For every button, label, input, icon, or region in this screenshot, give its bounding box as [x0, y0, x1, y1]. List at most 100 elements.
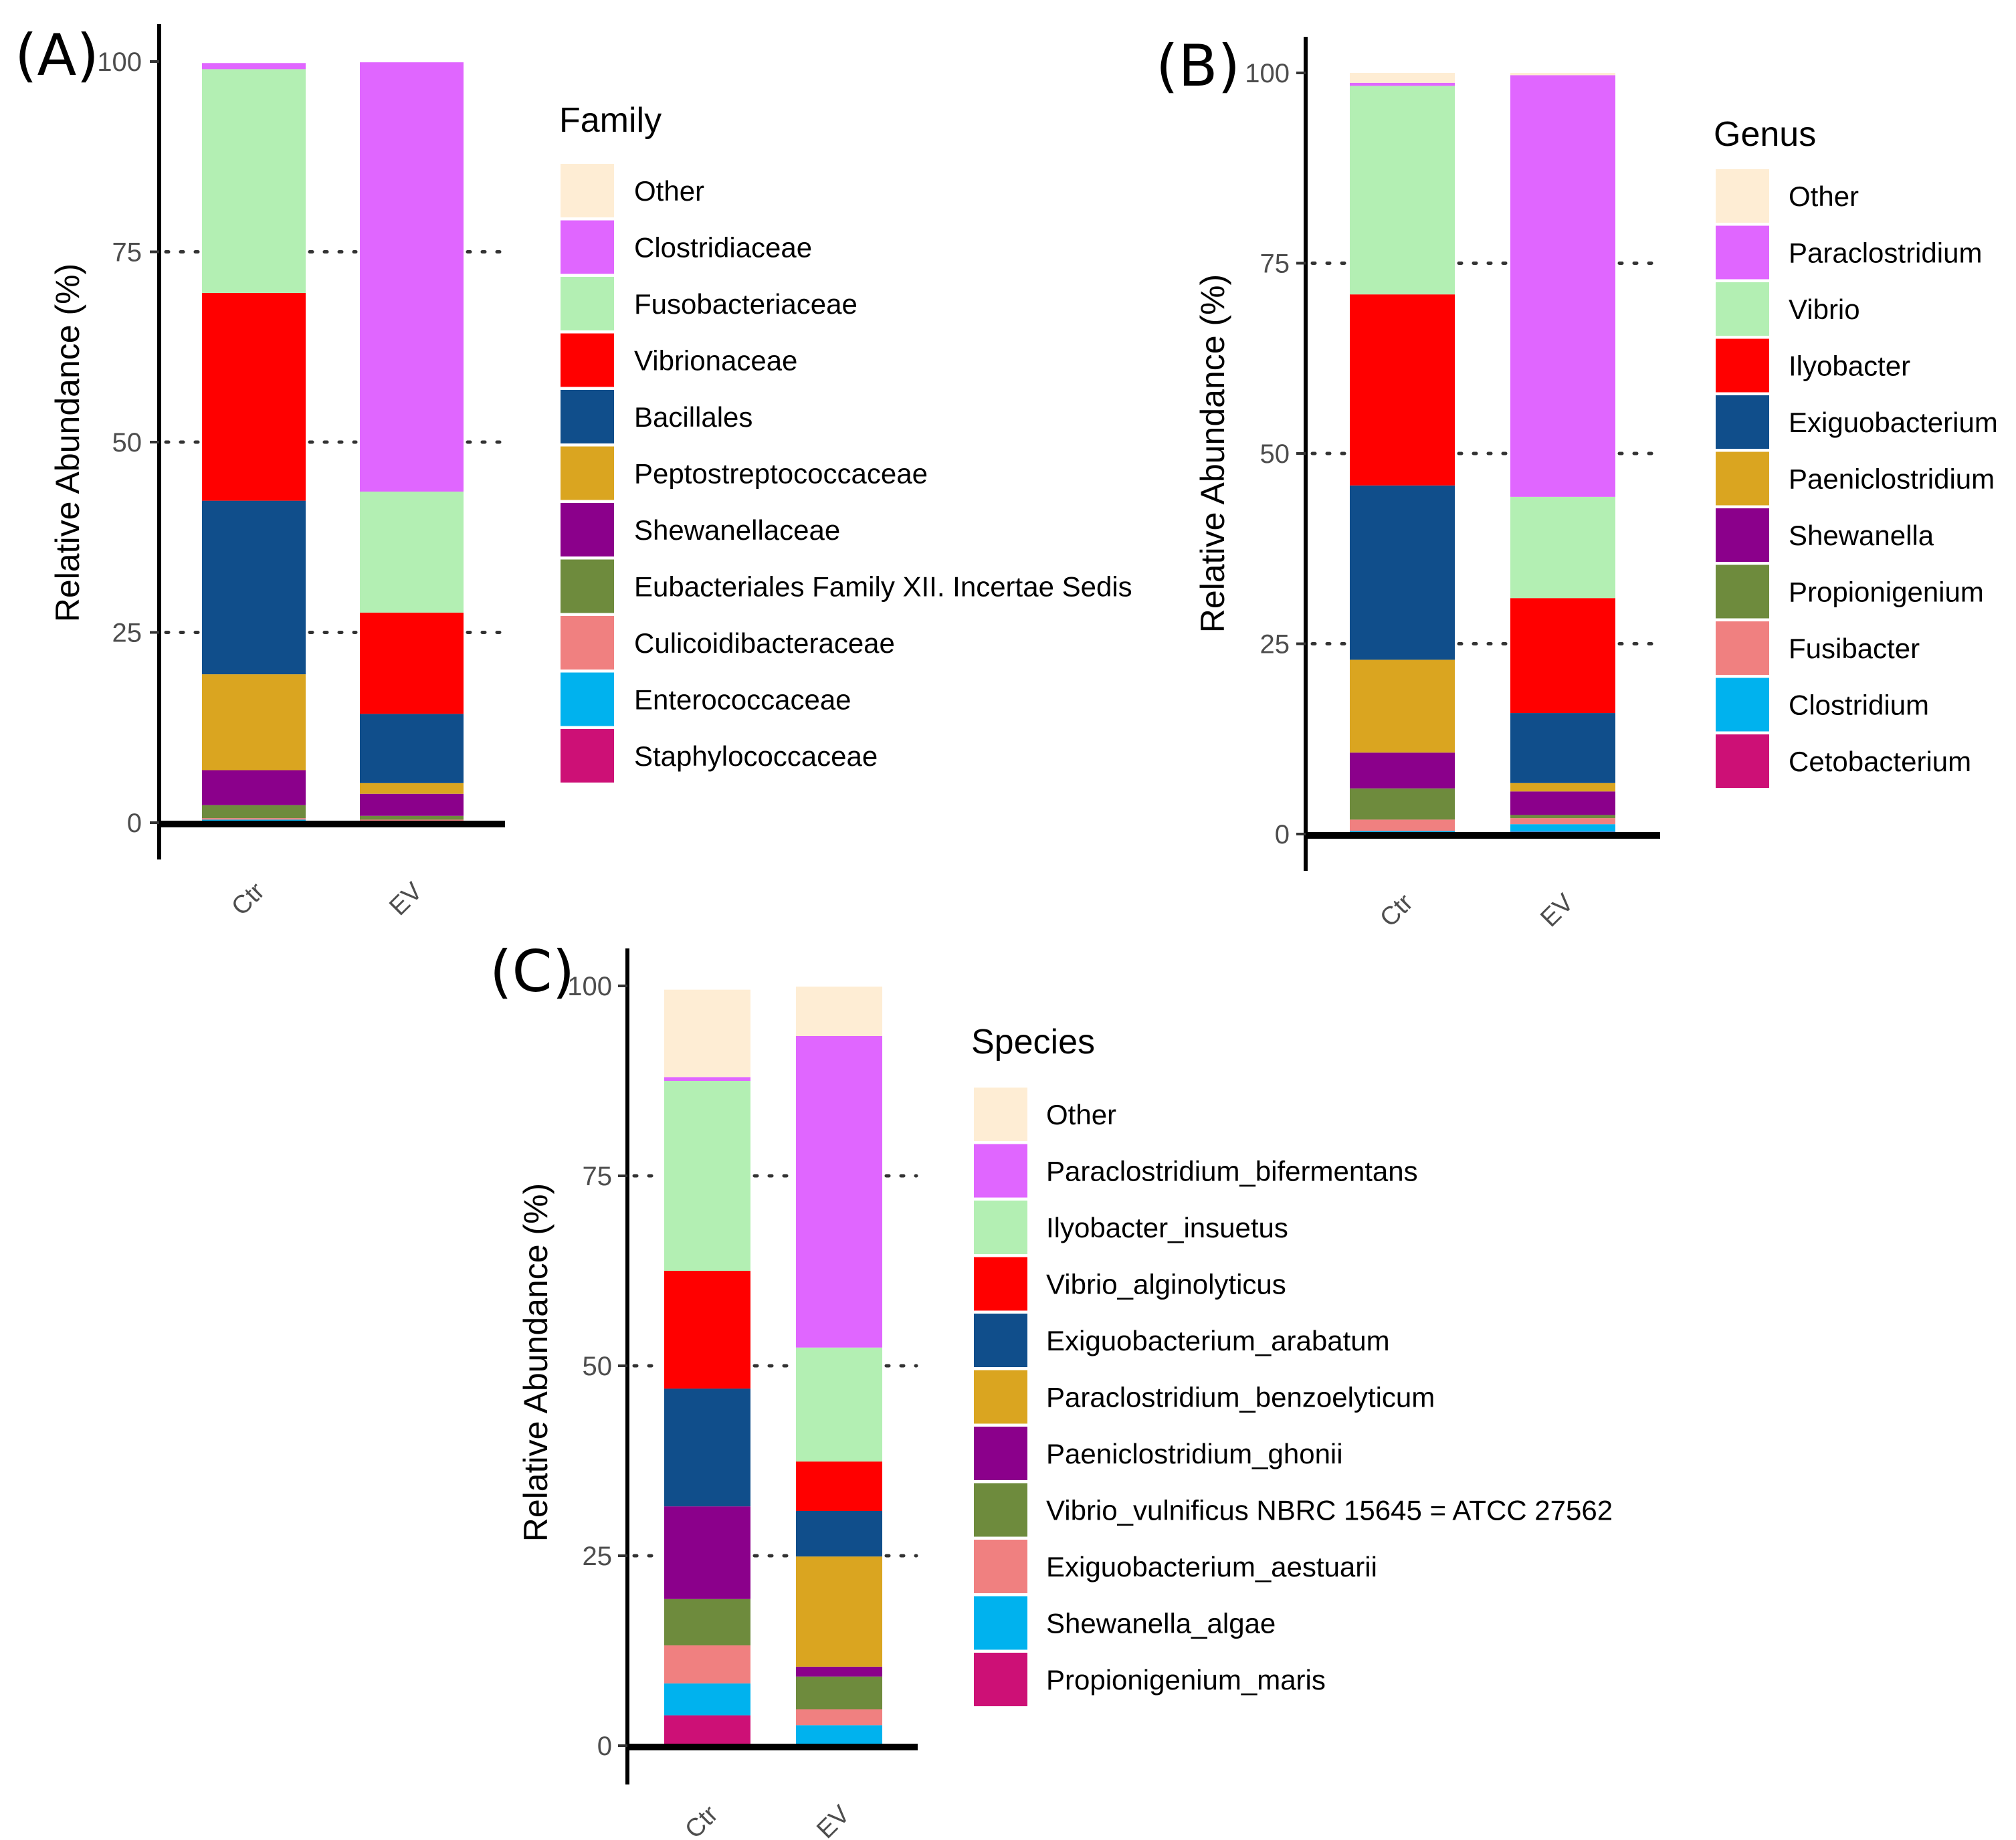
- bar-segment: [796, 1347, 882, 1462]
- legend-entry: Fusobacteriaceae: [634, 288, 858, 320]
- panel-label: (A): [15, 22, 99, 89]
- y-tick-label: 75: [1260, 249, 1290, 279]
- bar-segment: [664, 1645, 750, 1683]
- legend-swatch: [974, 1201, 1027, 1254]
- bar-segment: [202, 63, 306, 70]
- legend-swatch: [1716, 225, 1769, 280]
- legend-swatch: [1716, 451, 1769, 506]
- bar-segment: [360, 793, 464, 816]
- y-tick-label: 0: [597, 1732, 612, 1761]
- bar-segment: [664, 1599, 750, 1646]
- legend-swatch: [974, 1257, 1027, 1311]
- bar-segment: [1350, 819, 1455, 831]
- legend-entry: Enterococcaceae: [634, 684, 851, 716]
- legend-entry: Shewanellaceae: [634, 514, 840, 546]
- x-tick-label: EV: [811, 1800, 855, 1840]
- x-tick-labels: Ctr EV: [226, 877, 428, 921]
- legend-entry: Vibrio_alginolyticus: [1046, 1269, 1286, 1300]
- legend: Other Paraclostridium_bifermentans Ilyobac…: [974, 1088, 1613, 1706]
- y-tick-label: 0: [127, 809, 142, 838]
- legend-entry: Shewanella: [1789, 520, 1934, 551]
- bar-segment: [664, 1506, 750, 1599]
- gridlines: [164, 250, 506, 634]
- bar-stack-group: [1350, 73, 1615, 834]
- y-tick-labels: 0 25 50 75 100: [567, 972, 612, 1761]
- bar-segment: [202, 292, 306, 501]
- bar-segment: [360, 62, 464, 492]
- panel-c: (C) 0 25 50 75 100 Ctr EV Relative Abundance …: [490, 938, 1613, 1840]
- bar-segment: [202, 818, 306, 820]
- y-tick-label: 25: [112, 619, 142, 648]
- y-tick-label: 50: [583, 1352, 613, 1381]
- bar-segment: [1350, 86, 1455, 295]
- legend-swatch: [974, 1088, 1027, 1141]
- bar-segment: [1510, 791, 1615, 815]
- bar-segment: [1510, 818, 1615, 825]
- legend-entry: Vibrio_vulnificus NBRC 15645 = ATCC 2756…: [1046, 1495, 1613, 1526]
- x-tick-label: EV: [1535, 888, 1579, 932]
- bar-segment: [796, 1676, 882, 1710]
- y-tick-label: 100: [567, 972, 612, 1001]
- bar-segment: [202, 674, 306, 771]
- legend-swatch: [561, 672, 614, 726]
- bar-segment: [360, 783, 464, 794]
- bar-segment: [1350, 73, 1455, 83]
- legend-swatch: [974, 1370, 1027, 1424]
- legend-swatch: [1716, 565, 1769, 619]
- bar-segment: [202, 805, 306, 819]
- legend-title: Genus: [1714, 115, 1816, 154]
- legend-swatch: [1716, 508, 1769, 562]
- bar-segment: [1510, 73, 1615, 76]
- legend-swatch: [1716, 621, 1769, 675]
- legend-swatch: [974, 1427, 1027, 1480]
- legend-entry: Paeniclostridium: [1789, 464, 1995, 495]
- bar-segment: [796, 1725, 882, 1746]
- legend-entry: Paraclostridium_benzoelyticum: [1046, 1382, 1435, 1413]
- bar-stack-group: [664, 987, 882, 1746]
- legend: Other Paraclostridium Vibrio Ilyobacter Exig…: [1716, 169, 1998, 788]
- bar-segment: [360, 612, 464, 714]
- legend-swatch: [561, 559, 614, 613]
- panel-a: (A) 0 25 50 75 100 Ctr EV Relative Abundance …: [15, 22, 1132, 921]
- bar-segment: [796, 1556, 882, 1667]
- bar-segment: [1510, 783, 1615, 792]
- bar-stack-group: [202, 62, 464, 823]
- legend-entry: Ilyobacter_insuetus: [1046, 1212, 1288, 1243]
- bar-segment: [1350, 659, 1455, 753]
- x-tick-labels: Ctr EV: [1375, 888, 1579, 932]
- bar-segment: [796, 1510, 882, 1557]
- legend-entry: Shewanella_algae: [1046, 1608, 1276, 1639]
- legend-title: Species: [971, 1023, 1095, 1061]
- legend-entry: Vibrio: [1789, 294, 1860, 325]
- bar-segment: [202, 770, 306, 805]
- legend-entry: Vibrionaceae: [634, 345, 797, 377]
- legend-swatch: [561, 390, 614, 443]
- bar-segment: [1350, 788, 1455, 820]
- legend-entry: Ilyobacter: [1789, 350, 1910, 382]
- panel-label: (C): [490, 938, 575, 1005]
- legend-entry: Bacillales: [634, 401, 752, 433]
- bar-segment: [664, 1715, 750, 1746]
- bar-segment: [664, 1271, 750, 1389]
- bar-segment: [796, 1709, 882, 1726]
- legend-swatch: [561, 503, 614, 556]
- y-tick-label: 25: [583, 1542, 613, 1571]
- bar-segment: [796, 1035, 882, 1348]
- legend-entry: Clostridium: [1789, 690, 1929, 721]
- legend-entry: Cetobacterium: [1789, 746, 1971, 777]
- y-axis-title: Relative Abundance (%): [517, 1183, 555, 1542]
- bar-segment: [664, 1683, 750, 1716]
- bar-segment: [360, 491, 464, 613]
- legend-swatch: [561, 164, 614, 217]
- bar-segment: [1510, 75, 1615, 497]
- legend-swatch: [1716, 395, 1769, 449]
- legend-swatch: [974, 1596, 1027, 1650]
- x-tick-label: Ctr: [226, 877, 270, 921]
- legend-entry: Exiguobacterium: [1789, 407, 1998, 438]
- gridlines: [632, 1174, 918, 1558]
- bar-segment: [360, 815, 464, 820]
- bar-segment: [1350, 294, 1455, 486]
- bar-segment: [360, 714, 464, 783]
- legend-swatch: [561, 729, 614, 783]
- x-tick-label: Ctr: [680, 1800, 724, 1840]
